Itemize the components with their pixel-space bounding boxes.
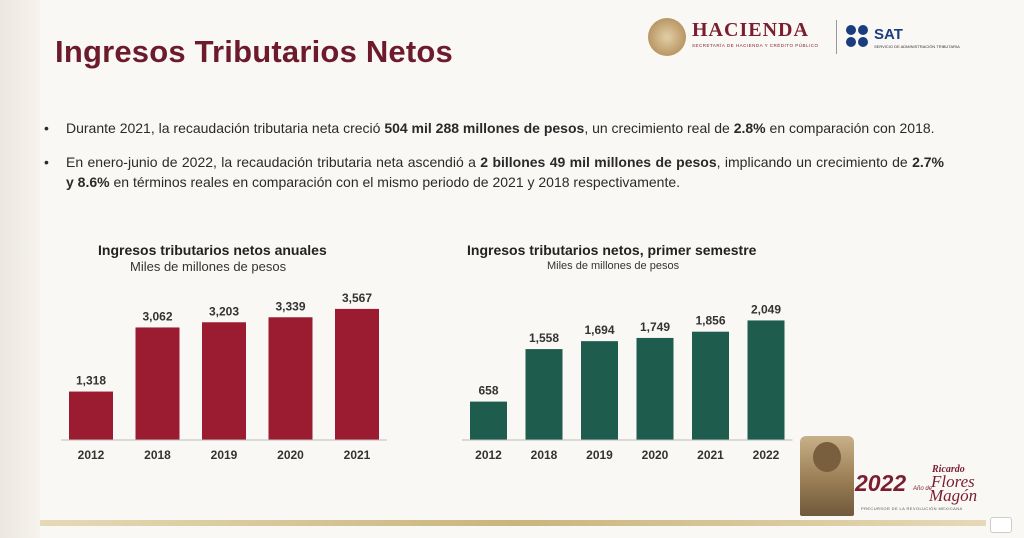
- value-label-2021: 3,567: [342, 291, 372, 305]
- bullet-list: • Durante 2021, la recaudación tributaria…: [44, 118, 944, 206]
- bullet-text: En enero-junio de 2022, la recaudación t…: [66, 154, 481, 170]
- header-logos: HACIENDA SECRETARÍA DE HACIENDA Y CRÉDIT…: [648, 14, 978, 60]
- bullet-dot-icon: •: [44, 154, 49, 170]
- category-label-2021: 2021: [344, 448, 371, 462]
- commemorative-ano-de: Año de: [913, 486, 933, 492]
- bullet-dot-icon: •: [44, 120, 49, 136]
- bar-2012: [69, 391, 113, 440]
- value-label-2022: 2,049: [751, 302, 781, 316]
- category-label-2022: 2022: [753, 448, 780, 462]
- value-label-2020: 3,339: [275, 299, 305, 313]
- category-label-2019: 2019: [586, 448, 613, 462]
- bar-2021: [692, 331, 729, 440]
- value-label-2018: 3,062: [142, 309, 172, 323]
- category-label-2021: 2021: [697, 448, 724, 462]
- page-title: Ingresos Tributarios Netos: [55, 34, 453, 69]
- bullet-text: Durante 2021, la recaudación tributaria …: [66, 120, 385, 136]
- bullet-item-2: • En enero-junio de 2022, la recaudación …: [44, 152, 944, 192]
- bullet-text: en comparación con 2018.: [765, 120, 935, 136]
- bullet-text: , implicando un crecimiento de: [716, 154, 913, 170]
- bullet-item-1: • Durante 2021, la recaudación tributaria…: [44, 118, 944, 138]
- left-decoration: [0, 0, 40, 538]
- chart-1-subtitle: Miles de millones de pesos: [130, 259, 287, 274]
- category-label-2012: 2012: [475, 448, 502, 462]
- footer-band: [40, 520, 986, 526]
- commemorative-year: 2022: [855, 470, 907, 496]
- chart-2-title: Ingresos tributarios netos, primer semes…: [467, 242, 757, 258]
- bar-2020: [268, 317, 313, 440]
- logo-divider: [836, 20, 837, 54]
- category-label-2019: 2019: [211, 448, 238, 462]
- value-label-2019: 1,694: [584, 323, 614, 337]
- category-label-2018: 2018: [531, 448, 558, 462]
- category-label-2012: 2012: [78, 448, 105, 462]
- chart-annual: 1,318 2012 3,062 2018 3,203 2019 3,339 2020 3,56…: [61, 291, 387, 462]
- value-label-2012: 1,318: [76, 374, 106, 388]
- bullet-emphasis: 2 billones 49 mil millones de pesos: [480, 154, 717, 170]
- bullet-text: , un crecimiento real de: [584, 120, 734, 136]
- value-label-2012: 658: [478, 384, 498, 398]
- bar-2020: [636, 337, 674, 440]
- bullet-emphasis: 2.8%: [733, 120, 766, 136]
- bar-2021: [335, 308, 379, 440]
- commemorative-surname-2: Magón: [929, 486, 978, 505]
- bar-2019: [202, 322, 246, 440]
- value-label-2018: 1,558: [529, 331, 559, 345]
- chart-semester: 658 2012 1,558 2018 1,694 2019 1,749 2020 1,856 2…: [462, 302, 793, 462]
- value-label-2019: 3,203: [209, 304, 239, 318]
- bar-2018: [525, 349, 563, 440]
- commemorative-first-name: Ricardo: [932, 464, 965, 475]
- bar-2019: [581, 341, 618, 440]
- chart-2-subtitle: Miles de millones de pesos: [547, 260, 680, 272]
- commemorative-caption: PRECURSOR DE LA REVOLUCIÓN MEXICANA: [861, 506, 963, 511]
- commemorative-surname-1: Flores: [931, 472, 975, 491]
- category-label-2018: 2018: [144, 448, 171, 462]
- bar-2012: [470, 401, 507, 440]
- sat-logo-text: SAT: [874, 26, 903, 43]
- sat-logo-icon: [846, 25, 872, 49]
- value-label-2021: 1,856: [695, 314, 725, 328]
- commemorative-year-logo: 2022 Ricardo Flores Año de Magón PRECURS…: [855, 464, 977, 518]
- bullet-text: en términos reales en comparación con el…: [109, 174, 681, 190]
- bar-2022: [747, 320, 785, 440]
- corner-badge-icon: [990, 517, 1012, 533]
- hacienda-logo-subtitle: SECRETARÍA DE HACIENDA Y CRÉDITO PÚBLICO: [692, 43, 819, 48]
- sat-logo-subtitle: SERVICIO DE ADMINISTRACIÓN TRIBUTARIA: [874, 44, 960, 49]
- category-label-2020: 2020: [277, 448, 304, 462]
- bullet-emphasis: 2.7% y 8.6%: [66, 154, 944, 190]
- bullet-emphasis: 504 mil 288 millones de pesos: [384, 120, 585, 136]
- hacienda-logo-text: HACIENDA: [692, 19, 809, 41]
- chart-1-title: Ingresos tributarios netos anuales: [98, 242, 327, 258]
- bar-2018: [135, 327, 180, 440]
- ricardo-flores-magon-portrait: [800, 436, 854, 516]
- value-label-2020: 1,749: [640, 320, 670, 334]
- category-label-2020: 2020: [642, 448, 669, 462]
- hacienda-seal-icon: [648, 18, 686, 56]
